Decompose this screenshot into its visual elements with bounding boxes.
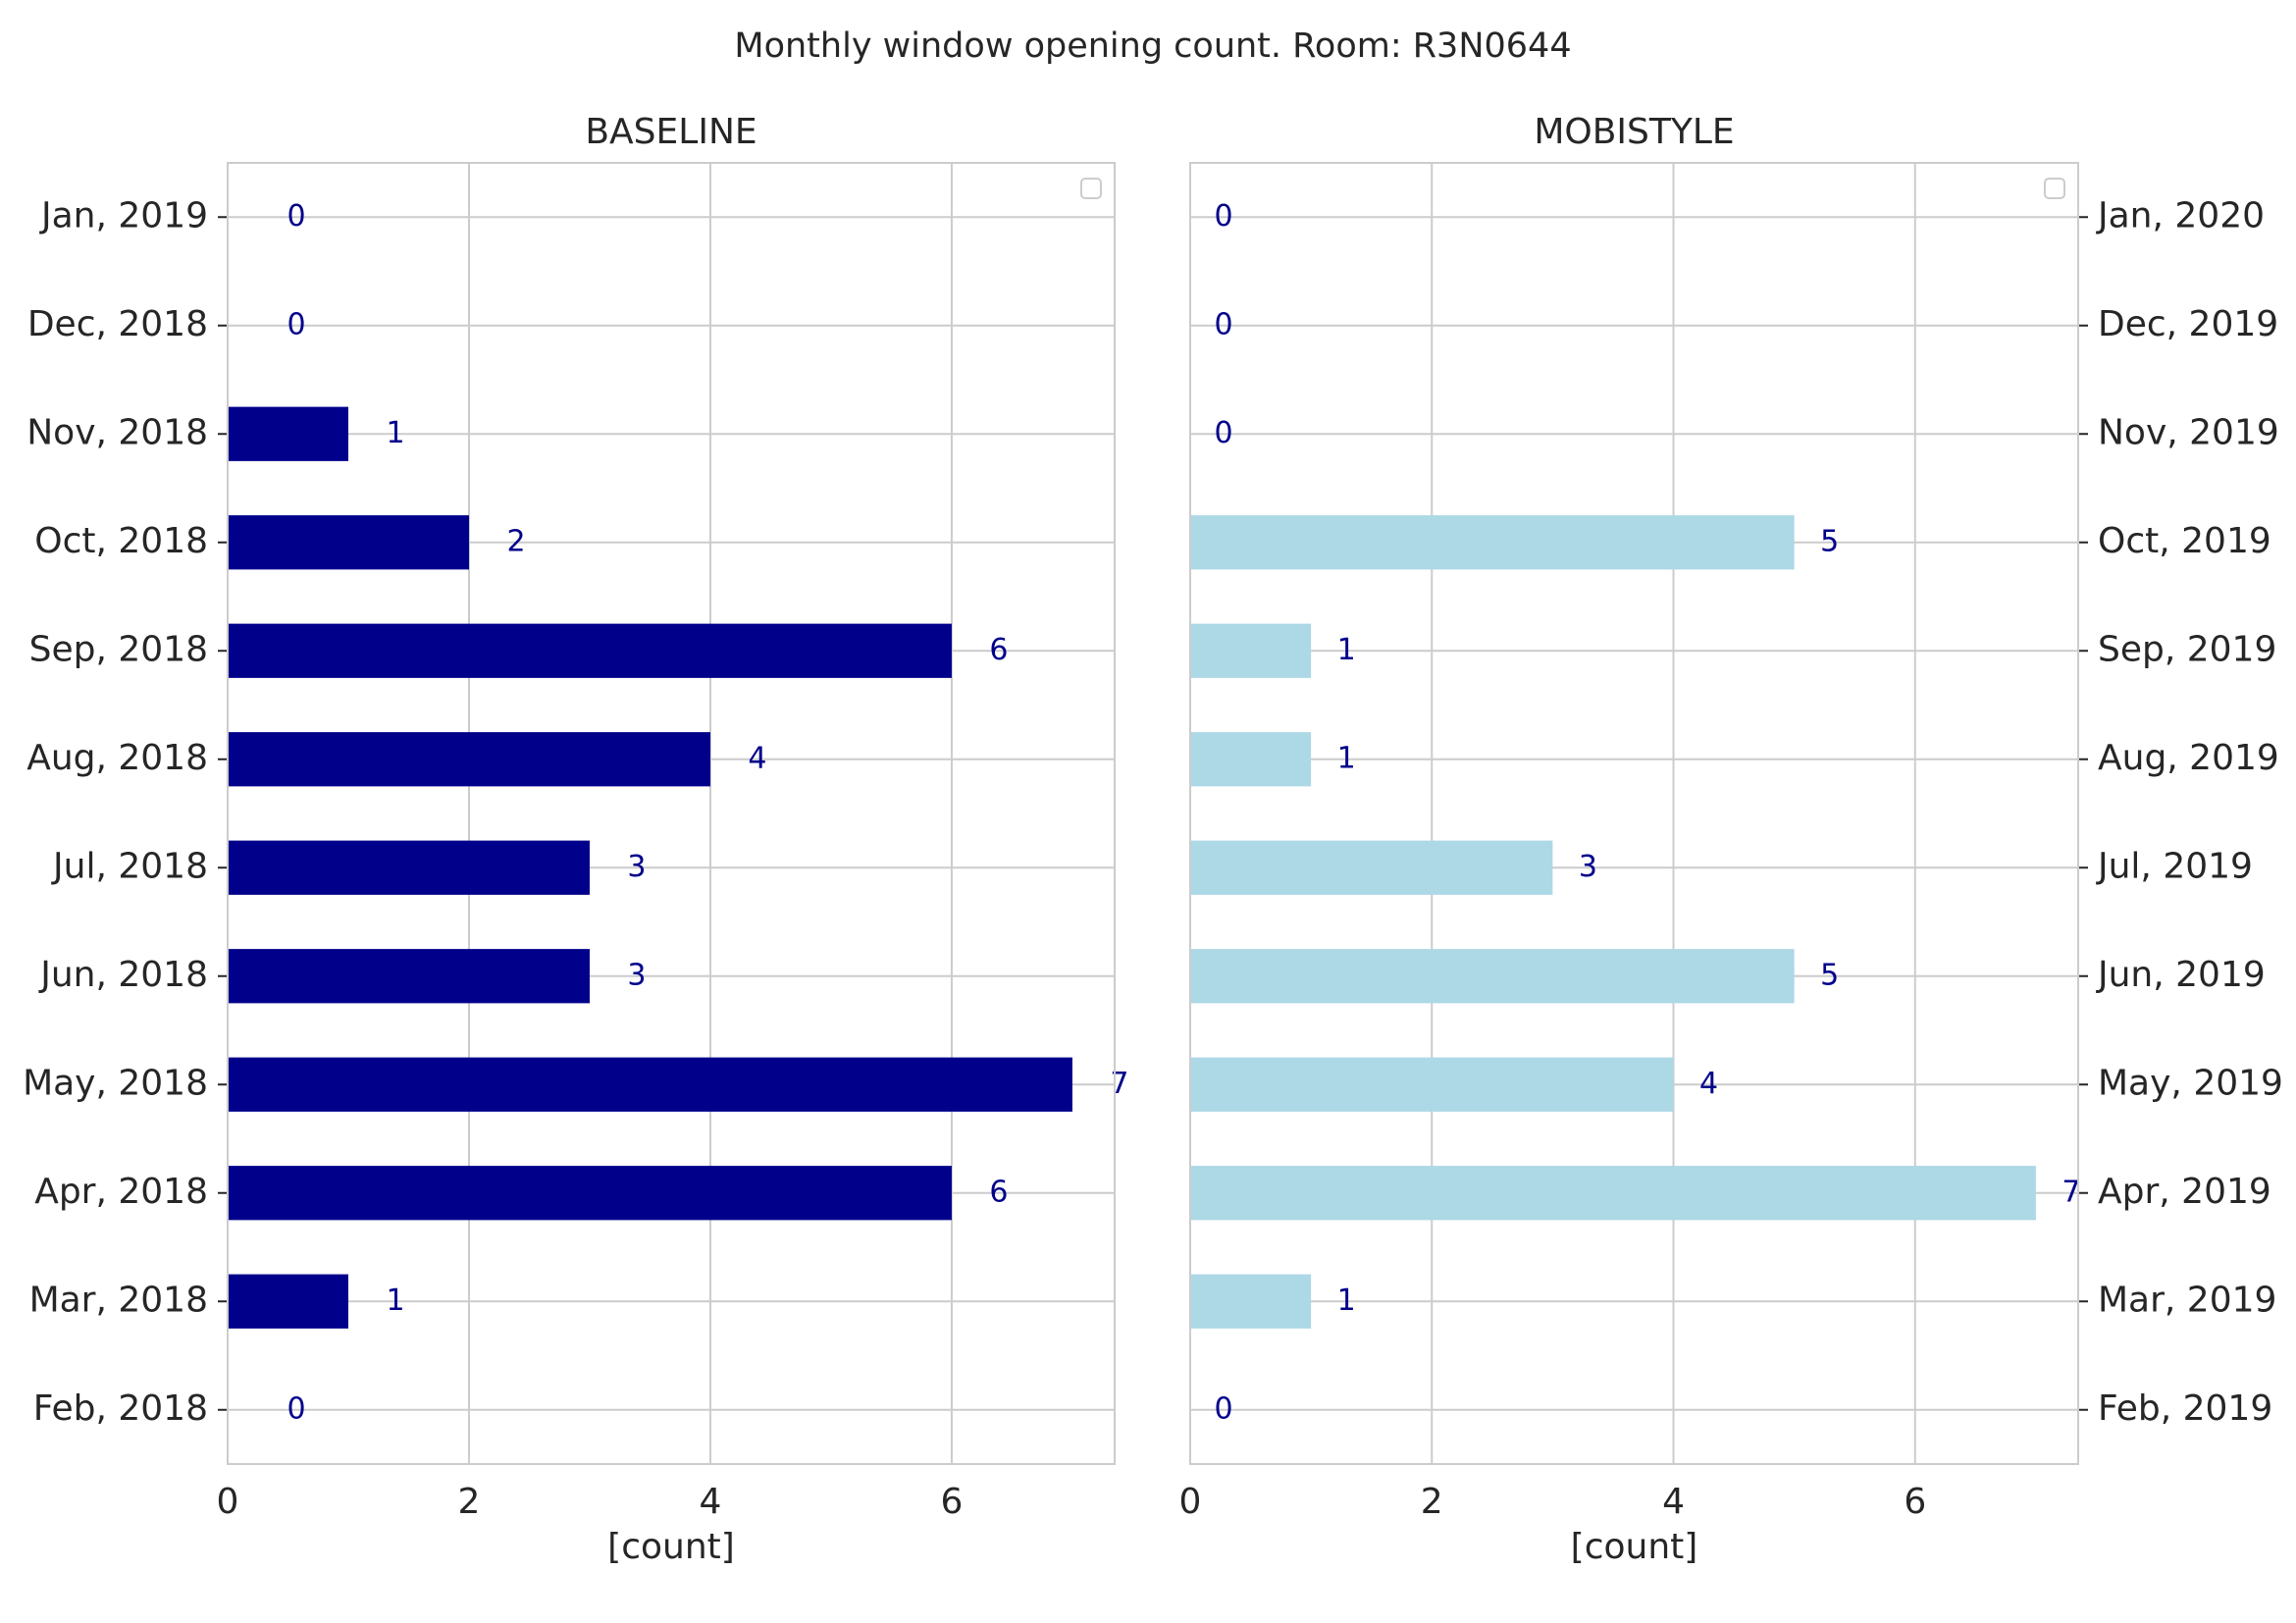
bar	[228, 732, 710, 787]
bar	[1190, 1274, 1312, 1329]
bar	[228, 949, 590, 1004]
y-tick-label: Nov, 2018	[26, 412, 208, 452]
bar	[1190, 949, 1795, 1004]
y-tick-label: May, 2018	[23, 1063, 208, 1103]
x-tick-label: 6	[941, 1482, 964, 1522]
data-label: 1	[1337, 633, 1356, 667]
y-tick-label: Aug, 2019	[2098, 738, 2279, 778]
data-label: 7	[1110, 1067, 1128, 1101]
x-tick-label: 6	[1904, 1482, 1926, 1522]
data-label: 1	[386, 416, 404, 450]
x-axis-label: [count]	[607, 1527, 735, 1567]
y-tick-label: Mar, 2018	[29, 1280, 208, 1320]
data-label: 1	[1337, 1283, 1356, 1318]
data-label: 2	[506, 524, 525, 558]
data-label: 3	[627, 958, 646, 992]
y-tick-label: Oct, 2018	[34, 521, 208, 561]
legend-box	[1080, 178, 1102, 199]
bar	[228, 1057, 1072, 1112]
data-label: 6	[989, 1175, 1008, 1209]
data-label: 5	[1820, 958, 1839, 992]
bar	[228, 840, 590, 895]
x-tick-label: 0	[217, 1482, 239, 1522]
y-tick-label: Apr, 2018	[34, 1172, 208, 1212]
data-label: 0	[1214, 307, 1232, 341]
data-label: 6	[989, 633, 1008, 667]
bar	[1190, 623, 1312, 678]
data-label: 5	[1820, 524, 1839, 558]
axes-frame	[1189, 162, 2079, 1465]
bar	[228, 1166, 952, 1221]
bar	[1190, 840, 1553, 895]
data-label: 4	[1699, 1067, 1718, 1101]
y-tick-label: Jul, 2018	[51, 846, 208, 886]
x-axis-label: [count]	[1571, 1527, 1698, 1567]
mobistyle-panel: 0 2 4 6 Feb, 2019 Mar, 2019 Apr, 2019 May, 2019…	[1179, 112, 2283, 1567]
y-tick-label: Feb, 2018	[33, 1388, 208, 1429]
y-tick-label: Nov, 2019	[2098, 412, 2279, 452]
bar	[1190, 515, 1795, 570]
chart-title: Monthly window opening count. Room: R3N0…	[734, 26, 1571, 66]
bar	[228, 623, 952, 678]
baseline-panel: 0 2 4 6 Feb, 2018 Mar, 2018 Apr, 2018 May, 2018…	[23, 112, 1128, 1567]
bar	[228, 515, 469, 570]
y-tick-label: Jan, 2019	[39, 195, 208, 236]
y-tick-label: Dec, 2018	[27, 304, 208, 344]
data-label: 0	[287, 307, 305, 341]
bar	[1190, 732, 1312, 787]
bar	[228, 1274, 348, 1329]
y-tick-label: Aug, 2018	[26, 738, 208, 778]
data-label: 4	[748, 741, 766, 775]
y-tick-label: Dec, 2019	[2098, 304, 2278, 344]
y-tick-label: Oct, 2019	[2098, 521, 2271, 561]
y-tick-label: Jan, 2020	[2096, 195, 2265, 236]
bar	[228, 406, 348, 461]
x-tick-label: 4	[700, 1482, 722, 1522]
y-tick-label: Feb, 2019	[2098, 1388, 2272, 1429]
y-tick-label: Apr, 2019	[2098, 1172, 2271, 1212]
x-tick-label: 0	[1179, 1482, 1202, 1522]
axes-frame	[227, 162, 1116, 1465]
bar	[1190, 1166, 2036, 1221]
data-label: 3	[1579, 850, 1597, 884]
x-tick-label: 4	[1662, 1482, 1685, 1522]
legend-box	[2044, 178, 2065, 199]
data-label: 1	[1337, 741, 1356, 775]
x-tick-label: 2	[1421, 1482, 1443, 1522]
y-tick-label: Sep, 2019	[2098, 629, 2276, 669]
y-tick-label: Jun, 2018	[38, 955, 208, 995]
data-label: 3	[627, 850, 646, 884]
data-label: 0	[287, 199, 305, 234]
y-tick-label: May, 2019	[2098, 1063, 2283, 1103]
data-label: 0	[287, 1391, 305, 1426]
data-label: 0	[1214, 416, 1232, 450]
data-label: 1	[386, 1283, 404, 1318]
y-tick-label: Mar, 2019	[2098, 1280, 2276, 1320]
panel-title: MOBISTYLE	[1534, 112, 1734, 152]
y-tick-label: Sep, 2018	[29, 629, 208, 669]
data-label: 0	[1214, 1391, 1232, 1426]
bar	[1190, 1057, 1674, 1112]
panel-title: BASELINE	[585, 112, 757, 152]
data-label: 7	[2061, 1175, 2080, 1209]
y-tick-label: Jul, 2019	[2096, 846, 2253, 886]
data-label: 0	[1214, 199, 1232, 234]
x-tick-label: 2	[458, 1482, 481, 1522]
y-tick-label: Jun, 2019	[2096, 955, 2266, 995]
